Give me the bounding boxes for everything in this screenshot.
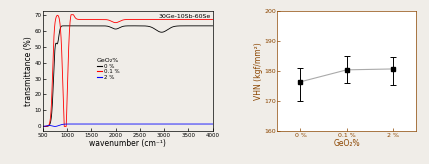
Text: 30Ge-10Sb-60Se: 30Ge-10Sb-60Se: [159, 14, 211, 19]
Y-axis label: transmittance (%): transmittance (%): [24, 36, 33, 106]
X-axis label: GeO₂%: GeO₂%: [333, 139, 360, 148]
Y-axis label: VHN (kgf/mm²): VHN (kgf/mm²): [254, 42, 263, 100]
Legend: 0 %, 0.1 %, 2 %: 0 %, 0.1 %, 2 %: [97, 58, 119, 80]
X-axis label: wavenumber (cm⁻¹): wavenumber (cm⁻¹): [89, 139, 166, 148]
